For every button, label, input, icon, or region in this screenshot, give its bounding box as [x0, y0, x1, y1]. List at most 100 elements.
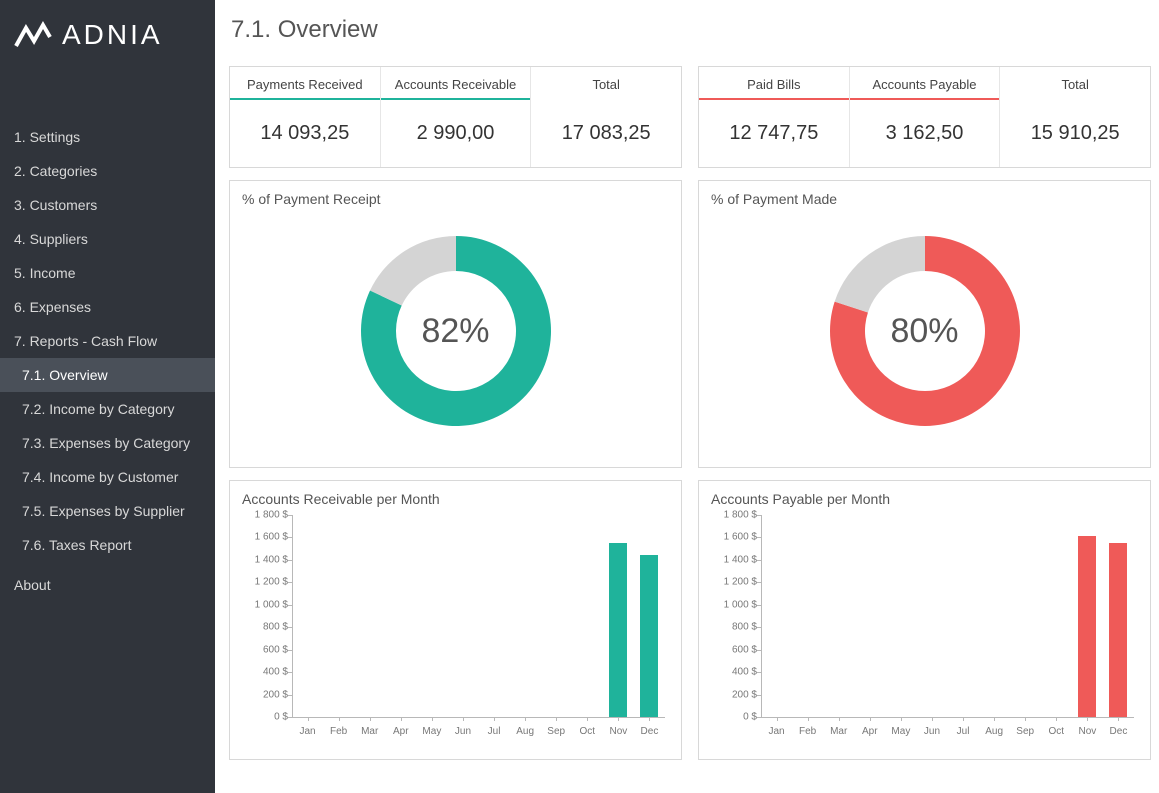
- kpi-label: Accounts Payable: [850, 67, 1000, 100]
- donut-row: % of Payment Receipt 82% % of Payment Ma…: [229, 180, 1151, 468]
- x-axis-label: Sep: [547, 726, 565, 737]
- x-axis-label: May: [891, 726, 910, 737]
- sidebar-item-1[interactable]: 2. Categories: [0, 154, 215, 188]
- kpi-cell: Total17 083,25: [530, 67, 681, 167]
- x-axis-label: Feb: [330, 726, 347, 737]
- brand-logo-icon: [14, 20, 52, 50]
- y-axis-label: 1 000 $: [711, 599, 757, 610]
- kpi-value: 14 093,25: [230, 100, 380, 167]
- x-axis-label: Oct: [1049, 726, 1065, 737]
- x-axis-label: Jun: [455, 726, 471, 737]
- x-axis-label: Dec: [1110, 726, 1128, 737]
- sidebar-item-4[interactable]: 5. Income: [0, 256, 215, 290]
- kpi-cell: Paid Bills12 747,75: [699, 67, 849, 167]
- y-axis-label: 1 800 $: [242, 510, 288, 521]
- donut-panel-made: % of Payment Made 80%: [698, 180, 1151, 468]
- sidebar-item-5[interactable]: 6. Expenses: [0, 290, 215, 324]
- bar-title-payable: Accounts Payable per Month: [699, 481, 1150, 511]
- donut-title-made: % of Payment Made: [699, 181, 1150, 211]
- y-axis-label: 400 $: [242, 667, 288, 678]
- donut-center-made: 80%: [890, 312, 958, 351]
- x-axis-label: Apr: [862, 726, 878, 737]
- sidebar-subitem-1[interactable]: 7.2. Income by Category: [0, 392, 215, 426]
- y-axis-label: 800 $: [242, 622, 288, 633]
- bar-chart-payable: 0 $200 $400 $600 $800 $1 000 $1 200 $1 4…: [711, 511, 1138, 741]
- kpi-value: 15 910,25: [1000, 100, 1150, 167]
- kpi-label: Paid Bills: [699, 67, 849, 100]
- bar: [640, 555, 658, 717]
- kpi-row: Payments Received14 093,25Accounts Recei…: [229, 66, 1151, 168]
- sidebar-item-6[interactable]: 7. Reports - Cash Flow: [0, 324, 215, 358]
- y-axis-label: 1 200 $: [711, 577, 757, 588]
- main-content: 7.1. Overview Payments Received14 093,25…: [215, 0, 1159, 793]
- x-axis-label: Jul: [957, 726, 970, 737]
- kpi-group-payables: Paid Bills12 747,75Accounts Payable3 162…: [698, 66, 1151, 168]
- x-axis-label: Jan: [768, 726, 784, 737]
- x-axis-label: Nov: [609, 726, 627, 737]
- x-axis-label: Mar: [361, 726, 378, 737]
- bar-chart-receivable: 0 $ 200 $ 400 $ 600 $ 800 $ 1 000 $ 1 200 $ 1 4…: [242, 511, 669, 741]
- x-axis-label: Sep: [1016, 726, 1034, 737]
- x-axis-label: Jan: [299, 726, 315, 737]
- kpi-cell: Accounts Receivable2 990,00: [380, 67, 531, 167]
- bar: [1078, 536, 1096, 717]
- kpi-label: Total: [1000, 67, 1150, 100]
- page-title: 7.1. Overview: [231, 16, 1151, 44]
- kpi-value: 17 083,25: [531, 100, 681, 167]
- sidebar-item-0[interactable]: 1. Settings: [0, 120, 215, 154]
- y-axis-label: 0 $: [242, 712, 288, 723]
- donut-panel-receipt: % of Payment Receipt 82%: [229, 180, 682, 468]
- sidebar-item-3[interactable]: 4. Suppliers: [0, 222, 215, 256]
- y-axis-label: 1 400 $: [711, 554, 757, 565]
- sidebar-subitem-4[interactable]: 7.5. Expenses by Supplier: [0, 494, 215, 528]
- kpi-label: Accounts Receivable: [381, 67, 531, 100]
- sidebar-subitem-2[interactable]: 7.3. Expenses by Category: [0, 426, 215, 460]
- brand-name: ADNIA: [62, 19, 163, 51]
- x-axis-label: Apr: [393, 726, 409, 737]
- sidebar-item-2[interactable]: 3. Customers: [0, 188, 215, 222]
- y-axis-label: 200 $: [242, 689, 288, 700]
- x-axis-label: Aug: [516, 726, 534, 737]
- y-axis-label: 1 600 $: [242, 532, 288, 543]
- y-axis-label: 200 $: [711, 689, 757, 700]
- donut-title-receipt: % of Payment Receipt: [230, 181, 681, 211]
- sidebar: ADNIA 1. Settings2. Categories3. Custome…: [0, 0, 215, 793]
- y-axis-label: 600 $: [711, 644, 757, 655]
- y-axis-label: 1 400 $: [242, 554, 288, 565]
- x-axis-label: Mar: [830, 726, 847, 737]
- kpi-group-receivables: Payments Received14 093,25Accounts Recei…: [229, 66, 682, 168]
- kpi-value: 2 990,00: [381, 100, 531, 167]
- x-axis-label: Feb: [799, 726, 816, 737]
- x-axis-label: Oct: [580, 726, 596, 737]
- x-axis-label: May: [422, 726, 441, 737]
- x-axis-label: Jun: [924, 726, 940, 737]
- bar: [609, 543, 627, 717]
- kpi-cell: Payments Received14 093,25: [230, 67, 380, 167]
- y-axis-label: 1 800 $: [711, 510, 757, 521]
- sidebar-subitem-3[interactable]: 7.4. Income by Customer: [0, 460, 215, 494]
- bar-title-receivable: Accounts Receivable per Month: [230, 481, 681, 511]
- y-axis-label: 400 $: [711, 667, 757, 678]
- y-axis-label: 600 $: [242, 644, 288, 655]
- brand-logo: ADNIA: [0, 0, 215, 70]
- donut-center-receipt: 82%: [421, 312, 489, 351]
- sidebar-subitem-5[interactable]: 7.6. Taxes Report: [0, 528, 215, 562]
- x-axis-label: Aug: [985, 726, 1003, 737]
- kpi-value: 3 162,50: [850, 100, 1000, 167]
- kpi-label: Payments Received: [230, 67, 380, 100]
- bar-panel-payable: Accounts Payable per Month 0 $200 $400 $…: [698, 480, 1151, 760]
- y-axis-label: 1 000 $: [242, 599, 288, 610]
- bar: [1109, 543, 1127, 717]
- y-axis-label: 1 600 $: [711, 532, 757, 543]
- kpi-label: Total: [531, 67, 681, 100]
- y-axis-label: 1 200 $: [242, 577, 288, 588]
- kpi-cell: Accounts Payable3 162,50: [849, 67, 1000, 167]
- x-axis-label: Nov: [1078, 726, 1096, 737]
- y-axis-label: 800 $: [711, 622, 757, 633]
- bar-panel-receivable: Accounts Receivable per Month 0 $ 200 $ 40…: [229, 480, 682, 760]
- kpi-cell: Total15 910,25: [999, 67, 1150, 167]
- kpi-value: 12 747,75: [699, 100, 849, 167]
- sidebar-item-about[interactable]: About: [0, 568, 215, 602]
- sidebar-subitem-0[interactable]: 7.1. Overview: [0, 358, 215, 392]
- x-axis-label: Dec: [641, 726, 659, 737]
